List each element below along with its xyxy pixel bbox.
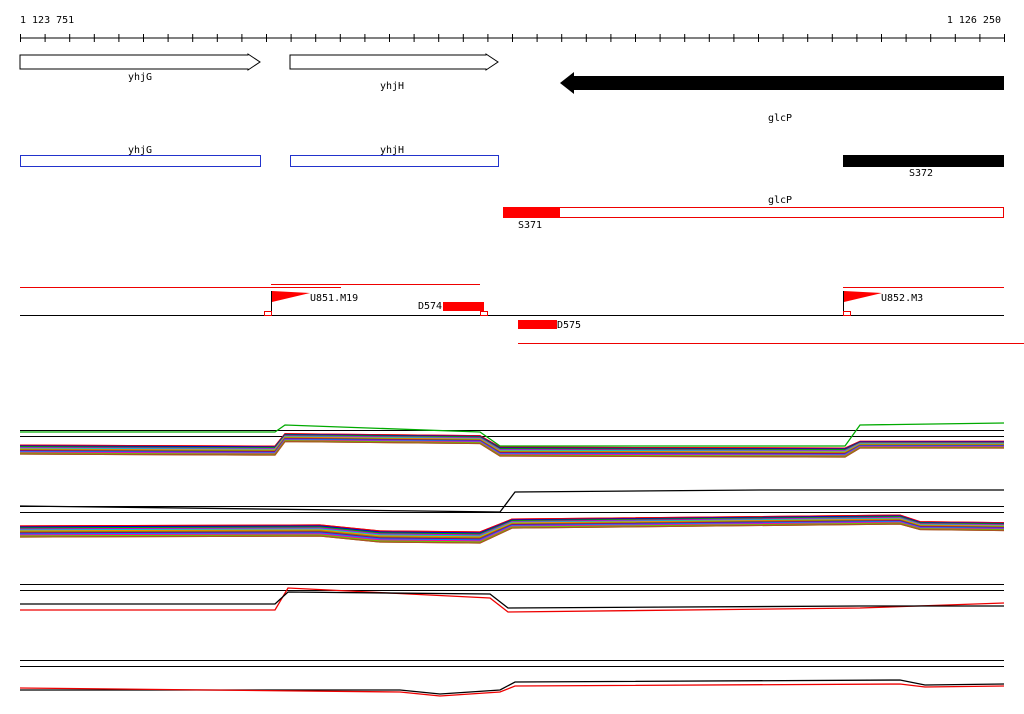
ruler-start: 1 123 751 [20, 15, 74, 26]
trace [19, 522, 1005, 543]
feature-label: U851.M19 [310, 293, 358, 304]
trace [19, 489, 1004, 513]
trace [19, 520, 1005, 540]
ruler [20, 34, 1005, 42]
annotation-label: yhjH [380, 145, 404, 156]
gene-label: yhjH [380, 81, 404, 92]
trace [20, 587, 1005, 613]
trace [19, 521, 1005, 542]
annotation-label: S372 [909, 168, 933, 179]
feature-label: D575 [557, 320, 581, 331]
expression-traces [19, 422, 1005, 697]
trace [19, 516, 1005, 535]
trace-panel [20, 430, 1004, 667]
trace [19, 514, 1005, 533]
trace [19, 683, 1005, 697]
ruler-end: 1 126 250 [947, 15, 1001, 26]
trace [19, 523, 1005, 544]
trace [19, 440, 1004, 458]
feature-box [518, 320, 557, 329]
annotation-box [290, 155, 499, 167]
annotation-box [843, 155, 1004, 167]
gene-arrow [289, 53, 499, 71]
feature-mark [264, 311, 272, 316]
feature-mark [843, 311, 851, 316]
segment-label: glcP [768, 195, 792, 206]
segment-label: S371 [518, 220, 542, 231]
flag [844, 291, 882, 302]
trace [19, 516, 1005, 536]
gene-label: glcP [768, 113, 792, 124]
trace [19, 515, 1005, 534]
feature-mark [480, 311, 488, 316]
segment-box [503, 207, 1004, 218]
trace [20, 422, 1005, 447]
flag [272, 291, 310, 302]
trace [19, 517, 1005, 537]
feature-label: U852.M3 [881, 293, 923, 304]
gene-label: yhjG [128, 72, 152, 83]
trace [19, 519, 1005, 539]
feature-box [443, 302, 484, 311]
annotation-label: yhjG [128, 145, 152, 156]
trace [19, 518, 1005, 538]
trace [20, 591, 1004, 609]
gene-arrow [560, 72, 1004, 94]
gene-arrow [19, 53, 261, 71]
annotation-box [20, 155, 261, 167]
trace [20, 679, 1005, 695]
trace [19, 520, 1005, 541]
segment-fill [503, 207, 560, 218]
feature-label: D574 [418, 301, 442, 312]
